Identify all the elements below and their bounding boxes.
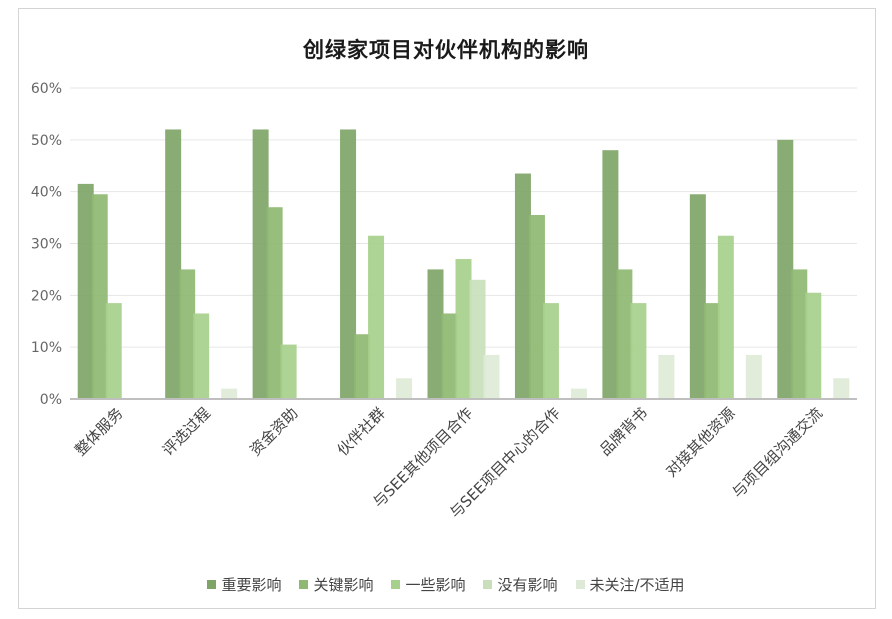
legend-label: 一些影响: [405, 576, 466, 594]
bar: [570, 388, 587, 399]
bar: [252, 129, 269, 399]
bar: [805, 292, 822, 399]
legend-swatch: [483, 580, 493, 589]
y-tick-label: 30%: [31, 237, 62, 253]
x-category-label: 评选过程: [159, 404, 214, 459]
x-category-label: 对接其他资源: [662, 404, 738, 480]
x-category-label: 资金资助: [246, 404, 301, 459]
bar: [280, 344, 297, 399]
bar: [455, 259, 472, 399]
legend-label: 没有影响: [497, 576, 558, 594]
bar: [658, 354, 675, 399]
legend-item: 重要影响: [207, 574, 281, 595]
bar: [340, 129, 357, 399]
x-category-label: 与项目组沟通交流: [729, 404, 827, 502]
bar: [105, 303, 122, 399]
x-category-label: 整体服务: [71, 404, 126, 459]
y-tick-label: 40%: [31, 185, 62, 201]
bar: [630, 303, 647, 399]
bar: [689, 194, 706, 399]
legend-swatch: [299, 580, 309, 589]
bar: [77, 183, 94, 399]
bar: [717, 235, 734, 399]
bar: [165, 129, 182, 399]
bar: [427, 269, 444, 399]
y-tick-label: 50%: [31, 133, 62, 149]
chart-legend: 重要影响 关键影响 一些影响 没有影响 未关注/不适用: [0, 574, 892, 595]
bar: [833, 378, 850, 399]
bar: [528, 214, 545, 399]
bar: [179, 269, 196, 399]
legend-item: 未关注/不适用: [575, 574, 685, 595]
bar: [91, 194, 108, 399]
legend-swatch: [575, 580, 585, 589]
y-tick-label: 60%: [31, 81, 62, 97]
y-tick-label: 20%: [31, 288, 62, 304]
bar: [616, 269, 633, 399]
legend-label: 关键影响: [313, 576, 374, 594]
x-category-label: 伙伴社群: [334, 404, 389, 459]
bar: [354, 334, 371, 399]
legend-item: 一些影响: [391, 574, 465, 595]
bar: [745, 354, 762, 399]
legend-label: 重要影响: [221, 576, 282, 594]
legend-swatch: [391, 580, 401, 589]
bar: [193, 313, 210, 399]
bar: [441, 313, 458, 399]
bar: [791, 269, 808, 399]
chart-title: 创绿家项目对伙伴机构的影响: [303, 38, 589, 62]
bar: [396, 378, 413, 399]
legend-swatch: [207, 580, 217, 589]
y-tick-label: 0%: [40, 392, 62, 408]
bar: [221, 388, 238, 399]
y-tick-label: 10%: [31, 340, 62, 356]
x-category-label: 品牌背书: [596, 404, 651, 459]
bar: [514, 173, 531, 399]
legend-label: 未关注/不适用: [589, 576, 685, 594]
bar: [777, 139, 794, 400]
bar: [542, 303, 559, 399]
bar: [469, 279, 486, 399]
bar: [266, 207, 283, 399]
legend-item: 关键影响: [299, 574, 373, 595]
bar: [602, 150, 619, 399]
bar: [483, 354, 500, 399]
bar: [368, 235, 385, 399]
bar: [703, 303, 720, 399]
legend-item: 没有影响: [483, 574, 558, 595]
